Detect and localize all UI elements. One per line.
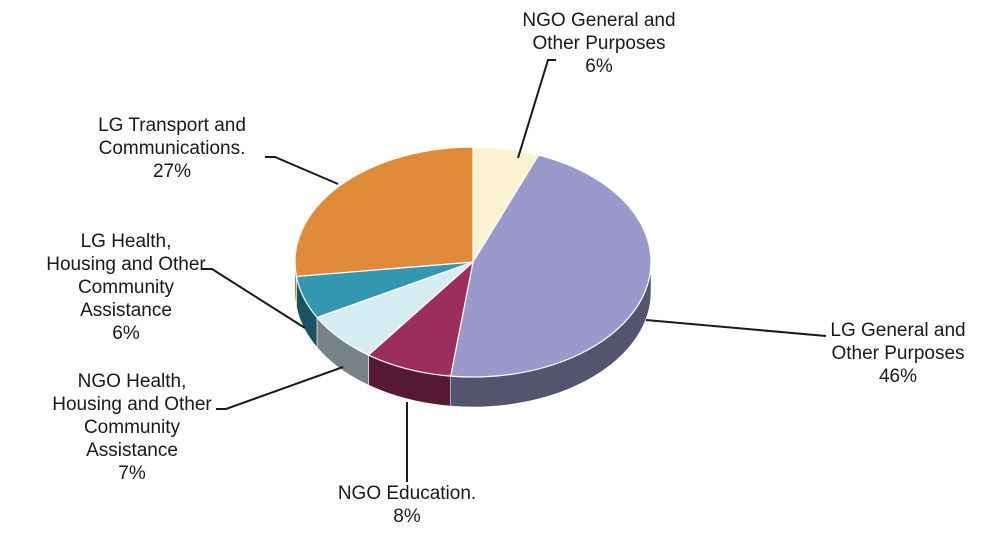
slice-label-line: NGO General and: [522, 10, 675, 31]
slice-label-lg-transport-and-communications: LG Transport and Communications. 27%: [98, 115, 246, 182]
leader-line-ngo-general-and-other-purposes: [517, 59, 556, 159]
leader-line-lg-health-housing-and-other-community-assistance: [202, 268, 306, 329]
slice-label-line: Community: [78, 277, 175, 298]
leader-line-lg-transport-and-communications: [265, 156, 339, 185]
slice-label-line: Housing and Other: [52, 394, 212, 415]
leader-line-lg-general-and-other-purposes: [645, 319, 827, 337]
slice-label-line: Assistance: [80, 300, 172, 321]
slice-label-ngo-general-and-other-purposes: NGO General and Other Purposes 6%: [522, 10, 675, 77]
pie-slice-lg-general-and-other-purposes: [449, 154, 652, 378]
pie-slice-lg-transport-and-communications: [294, 146, 474, 278]
slice-label-line: NGO Health,: [78, 371, 187, 392]
slice-label-line: LG Health,: [81, 231, 172, 252]
slice-label-line: Community: [84, 417, 181, 438]
slice-label-ngo-education: NGO Education. 8%: [338, 483, 476, 527]
leader-lines: [202, 59, 827, 482]
slice-label-line: Other Purposes: [532, 33, 665, 54]
slice-label-line: LG General and: [830, 320, 965, 341]
pie-slice-ngo-education: [367, 260, 474, 377]
slice-percent: 7%: [118, 463, 146, 484]
slice-label-ngo-health-housing-and-other-community-assistance: NGO Health, Housing and Other Community Ass…: [52, 371, 212, 484]
slice-label-line: Other Purposes: [831, 343, 964, 364]
slice-percent: 6%: [585, 56, 613, 77]
slice-percent: 46%: [879, 366, 917, 387]
slice-label-lg-general-and-other-purposes: LG General and Other Purposes 46%: [830, 320, 965, 387]
slice-label-line: LG Transport and: [98, 115, 246, 136]
slice-percent: 8%: [393, 506, 421, 527]
slice-label-line: NGO Education.: [338, 483, 476, 504]
slice-percent: 27%: [153, 161, 191, 182]
slice-label-line: Assistance: [86, 440, 178, 461]
leader-line-ngo-health-housing-and-other-community-assistance: [216, 366, 344, 410]
pie-tops: [294, 146, 652, 378]
slice-label-line: Communications.: [99, 138, 246, 159]
slice-label-line: Housing and Other: [46, 254, 206, 275]
slice-percent: 6%: [112, 323, 140, 344]
slice-label-lg-health-housing-and-other-community-assistance: LG Health, Housing and Other Community Assi…: [46, 231, 206, 344]
slice-labels: NGO General and Other Purposes 6%LG Genera…: [46, 10, 965, 527]
